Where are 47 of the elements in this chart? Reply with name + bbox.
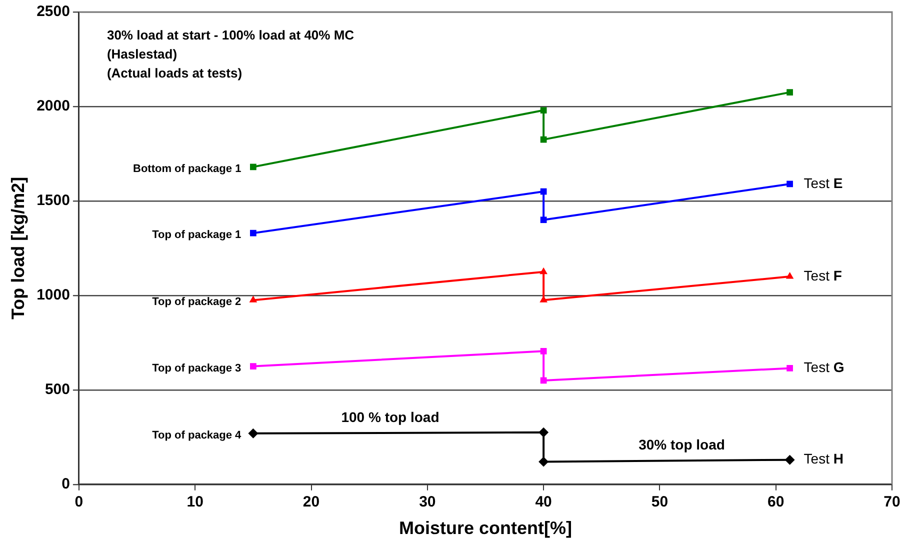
point	[250, 363, 256, 370]
x-tick-label: 20	[302, 494, 320, 511]
point	[249, 296, 258, 302]
point	[540, 216, 547, 224]
y-tick-label: 500	[44, 381, 70, 398]
x-tick-label: 70	[884, 494, 900, 511]
point	[250, 164, 256, 170]
point	[786, 89, 793, 96]
annotation: Test F	[804, 267, 842, 284]
x-axis-title: Moisture content[%]	[398, 518, 572, 538]
series-label: Top of package 2	[152, 296, 242, 308]
y-tick-label: 1000	[36, 286, 70, 304]
x-tick-label: 50	[651, 494, 668, 511]
series-label: Top of package 4	[152, 429, 242, 442]
annotation: 100 % top load	[341, 408, 440, 425]
annotation: (Haslestad)	[106, 46, 178, 62]
annotation: (Actual loads at tests)	[106, 66, 242, 81]
y-tick-label: 0	[62, 476, 70, 493]
point	[786, 180, 793, 188]
x-tick-label: 40	[535, 494, 552, 511]
x-tick-label: 60	[768, 494, 784, 511]
point	[540, 296, 548, 302]
x-tick-label: 0	[74, 494, 84, 511]
annotation: 30% load at start - 100% load at 40% MC	[106, 28, 355, 43]
annotation: Test G	[804, 359, 844, 376]
y-tick-label: 2000	[36, 98, 70, 115]
annotation: Test H	[804, 450, 844, 467]
annotation: Test E	[804, 174, 843, 191]
point	[538, 427, 549, 438]
point	[250, 230, 256, 236]
point	[540, 107, 547, 114]
series-label: Top of package 3	[152, 362, 242, 374]
series-label: Bottom of package 1	[133, 162, 242, 175]
x-tick-label: 10	[186, 494, 204, 511]
point	[540, 348, 547, 354]
point	[784, 454, 795, 465]
y-tick-label: 1500	[36, 192, 70, 210]
series-label: Top of package 1	[152, 229, 242, 242]
y-tick-label: 2500	[36, 3, 70, 20]
x-tick-label: 30	[419, 494, 436, 511]
point	[540, 267, 548, 274]
point	[786, 365, 793, 372]
point	[786, 272, 794, 279]
point	[248, 428, 258, 438]
point	[538, 456, 549, 467]
annotation: 30% top load	[638, 436, 725, 453]
y-axis-title: Top load [kg/m2]	[8, 176, 28, 320]
